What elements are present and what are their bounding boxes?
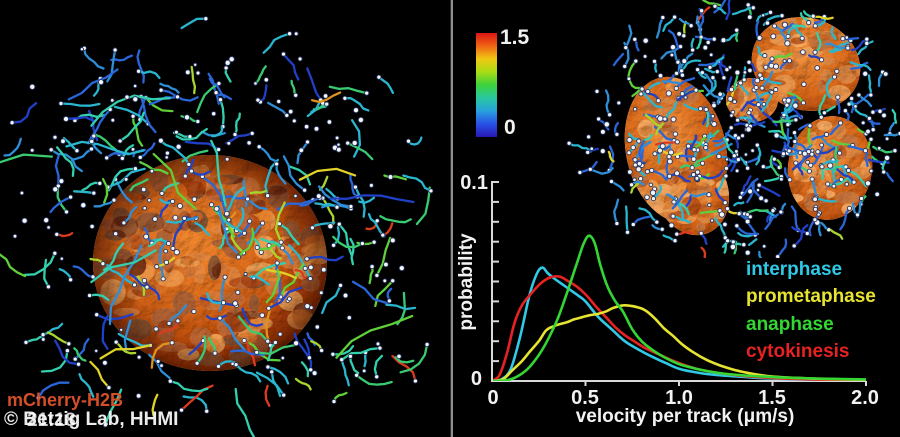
- fluorophore-label: mCherry-H2B: [7, 390, 124, 410]
- y-axis-max-label: 0.1: [460, 172, 488, 194]
- x-tick-20: 2.0: [851, 387, 879, 409]
- legend-interphase: interphase: [746, 259, 843, 280]
- x-tick-05: 0.5: [571, 387, 599, 409]
- x-tick-10: 1.0: [665, 387, 693, 409]
- velocity-probability-chart: [491, 181, 867, 386]
- legend-anaphase: anaphase: [746, 314, 834, 335]
- x-tick-15: 1.5: [758, 387, 786, 409]
- left-cell-render: [0, 16, 434, 437]
- legend-prometaphase: prometaphase: [746, 286, 876, 307]
- legend-cytokinesis: cytokinesis: [746, 341, 850, 362]
- y-axis-zero-label: 0: [470, 368, 482, 390]
- right-cell-render: [566, 0, 900, 258]
- colorbar-min-label: 0: [504, 116, 516, 139]
- timestamp-overlay: 21:18: [27, 410, 76, 431]
- credit-text: © Betzig Lab, HHMI: [4, 409, 179, 430]
- colorbar-max-label: 1.5: [500, 26, 530, 49]
- panel-divider: [450, 0, 453, 437]
- x-tick-0: 0: [487, 387, 499, 409]
- velocity-colorbar: [476, 33, 497, 137]
- x-axis-title: velocity per track (μm/s): [575, 406, 795, 427]
- y-axis-title: probability: [456, 233, 477, 331]
